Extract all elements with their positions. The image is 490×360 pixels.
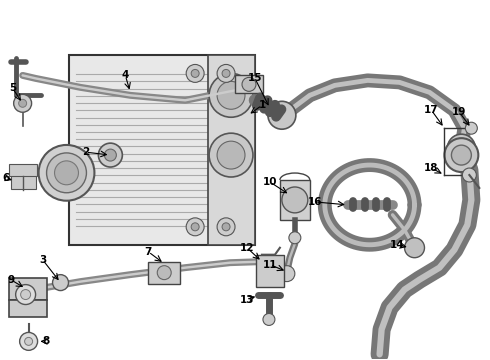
- Bar: [9, 278, 47, 300]
- Circle shape: [14, 94, 32, 112]
- Bar: [208, 55, 255, 245]
- Bar: [9, 164, 37, 176]
- Circle shape: [217, 81, 245, 109]
- Circle shape: [451, 145, 471, 165]
- Circle shape: [242, 77, 256, 91]
- Text: 9: 9: [7, 275, 14, 285]
- Circle shape: [191, 69, 199, 77]
- Bar: [9, 300, 47, 318]
- Circle shape: [21, 289, 30, 300]
- Circle shape: [268, 101, 296, 129]
- Circle shape: [186, 218, 204, 236]
- Circle shape: [222, 69, 230, 77]
- Circle shape: [289, 232, 301, 244]
- Text: 12: 12: [240, 243, 254, 253]
- Text: 17: 17: [424, 105, 439, 115]
- Circle shape: [405, 238, 424, 258]
- Text: 4: 4: [122, 71, 129, 80]
- Circle shape: [209, 133, 253, 177]
- Text: 19: 19: [452, 107, 466, 117]
- Circle shape: [186, 64, 204, 82]
- Circle shape: [16, 285, 36, 305]
- Text: 13: 13: [240, 294, 254, 305]
- Circle shape: [20, 332, 38, 350]
- Circle shape: [191, 223, 199, 231]
- Circle shape: [54, 161, 78, 185]
- Text: 7: 7: [145, 247, 152, 257]
- Circle shape: [19, 99, 26, 107]
- Bar: [148, 262, 180, 284]
- Circle shape: [466, 122, 477, 134]
- Bar: [256, 255, 284, 287]
- Circle shape: [52, 275, 69, 291]
- Bar: [235, 75, 263, 93]
- Circle shape: [222, 223, 230, 231]
- Circle shape: [217, 141, 245, 169]
- Text: 16: 16: [308, 197, 322, 207]
- Circle shape: [39, 145, 95, 201]
- Circle shape: [279, 266, 295, 282]
- Circle shape: [444, 138, 478, 172]
- Text: 15: 15: [248, 73, 262, 84]
- Text: 5: 5: [9, 84, 16, 93]
- Text: 11: 11: [263, 260, 277, 270]
- Bar: [69, 55, 255, 245]
- Text: 3: 3: [39, 255, 46, 265]
- Text: 14: 14: [390, 240, 405, 250]
- Circle shape: [157, 266, 171, 280]
- Text: 18: 18: [424, 163, 439, 173]
- Text: 1: 1: [258, 100, 266, 110]
- Text: 8: 8: [42, 336, 49, 346]
- Circle shape: [217, 218, 235, 236]
- Circle shape: [463, 168, 476, 182]
- Text: 6: 6: [2, 173, 9, 183]
- Bar: [11, 175, 36, 189]
- Text: 10: 10: [263, 177, 277, 187]
- Circle shape: [104, 149, 116, 161]
- Bar: [280, 180, 310, 220]
- Circle shape: [217, 64, 235, 82]
- Circle shape: [47, 153, 86, 193]
- Circle shape: [24, 337, 33, 345]
- Circle shape: [98, 143, 122, 167]
- Circle shape: [209, 73, 253, 117]
- Circle shape: [263, 314, 275, 325]
- Circle shape: [447, 134, 475, 162]
- Circle shape: [282, 187, 308, 213]
- Text: 2: 2: [82, 147, 89, 157]
